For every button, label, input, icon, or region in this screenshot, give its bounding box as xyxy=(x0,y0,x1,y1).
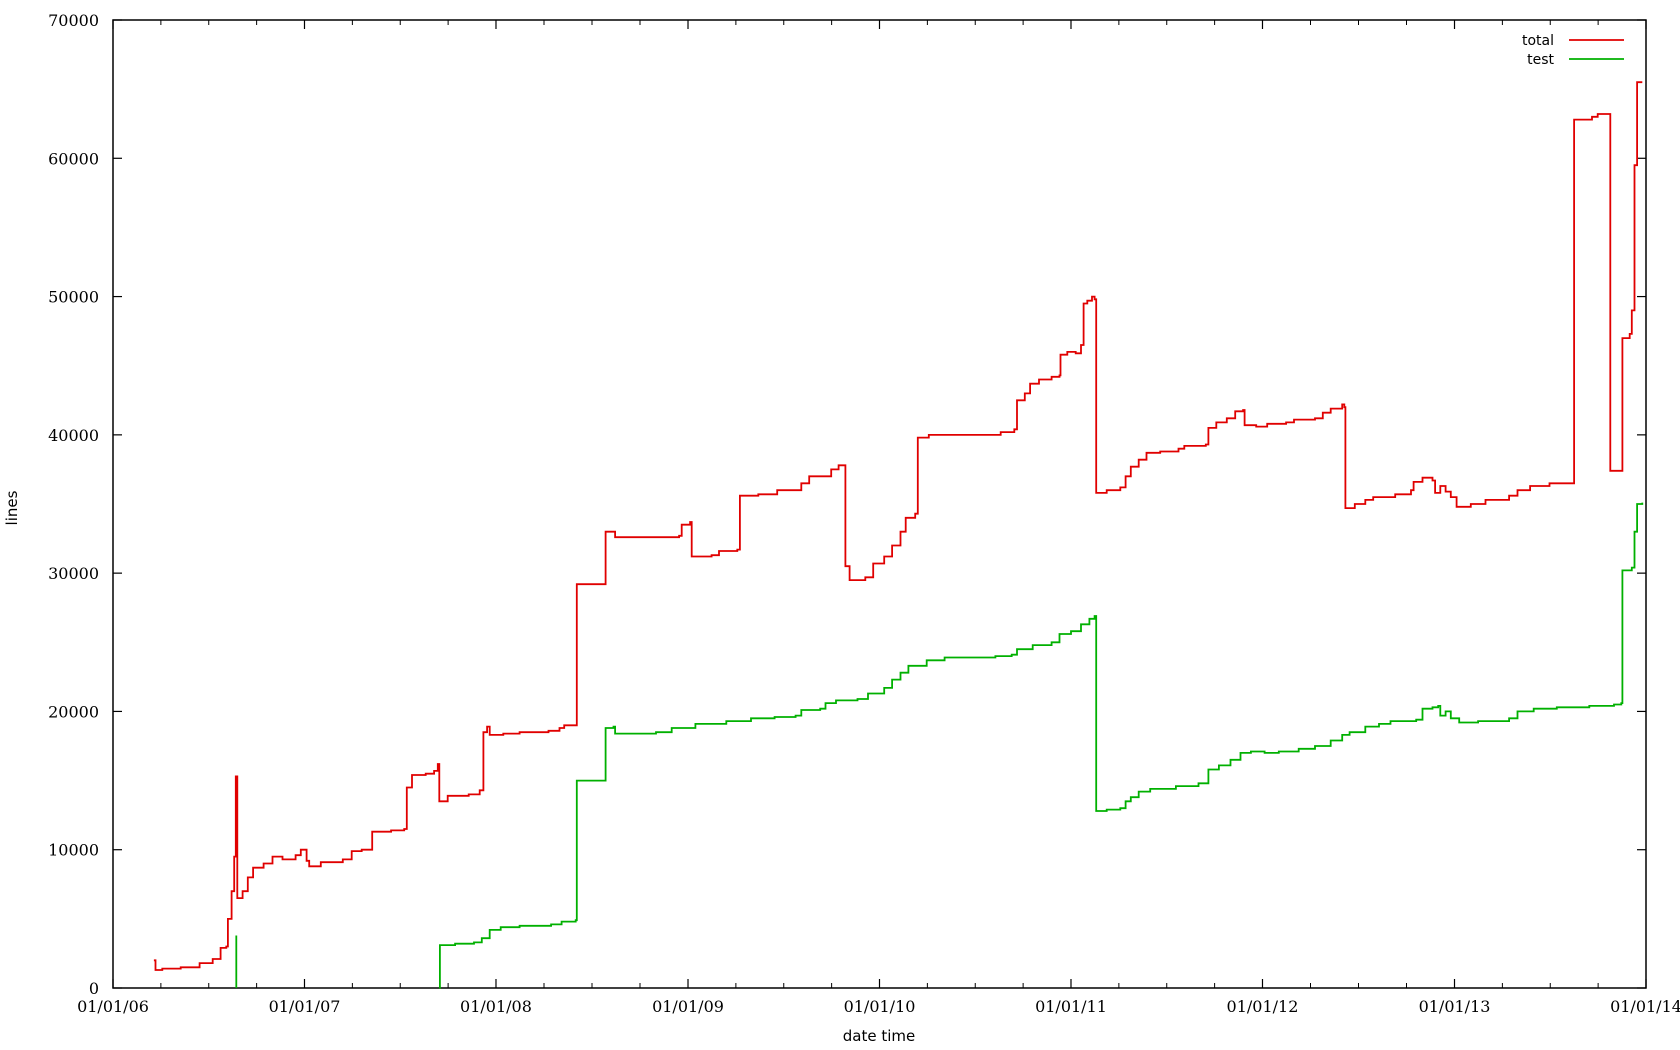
y-axis-title: lines xyxy=(3,490,21,525)
x-tick-label: 01/01/11 xyxy=(1035,997,1107,1016)
x-axis-title: date time xyxy=(843,1027,915,1045)
y-tick-label: 0 xyxy=(89,979,99,998)
series-line-total xyxy=(153,81,1643,971)
x-tick-label: 01/01/08 xyxy=(460,997,532,1016)
y-tick-label: 40000 xyxy=(48,426,99,445)
series-layer xyxy=(153,81,1644,989)
x-tick-label: 01/01/13 xyxy=(1419,997,1491,1016)
x-tick-label: 01/01/07 xyxy=(269,997,341,1016)
y-axis: 0 10000 20000 30000 40000 50000 60000 70000 xyxy=(48,11,1646,998)
x-tick-label: 01/01/12 xyxy=(1227,997,1299,1016)
x-tick-label: 01/01/06 xyxy=(77,997,149,1016)
x-tick-label: 01/01/14 xyxy=(1610,997,1680,1016)
x-tick-label: 01/01/09 xyxy=(652,997,724,1016)
y-tick-label: 60000 xyxy=(48,149,99,168)
legend: total test xyxy=(1522,33,1624,68)
x-axis: 01/01/06 01/01/07 01/01/08 01/01/09 01/01/10… xyxy=(77,20,1680,1016)
y-tick-label: 20000 xyxy=(48,702,99,721)
y-tick-label: 10000 xyxy=(48,841,99,860)
y-tick-label: 70000 xyxy=(48,11,99,30)
y-tick-label: 30000 xyxy=(48,564,99,583)
y-tick-label: 50000 xyxy=(48,288,99,307)
x-tick-label: 01/01/10 xyxy=(844,997,916,1016)
series-line-test xyxy=(439,502,1644,989)
legend-label-total: total xyxy=(1522,33,1554,49)
plot-frame xyxy=(112,19,1647,989)
legend-label-test: test xyxy=(1527,52,1554,68)
